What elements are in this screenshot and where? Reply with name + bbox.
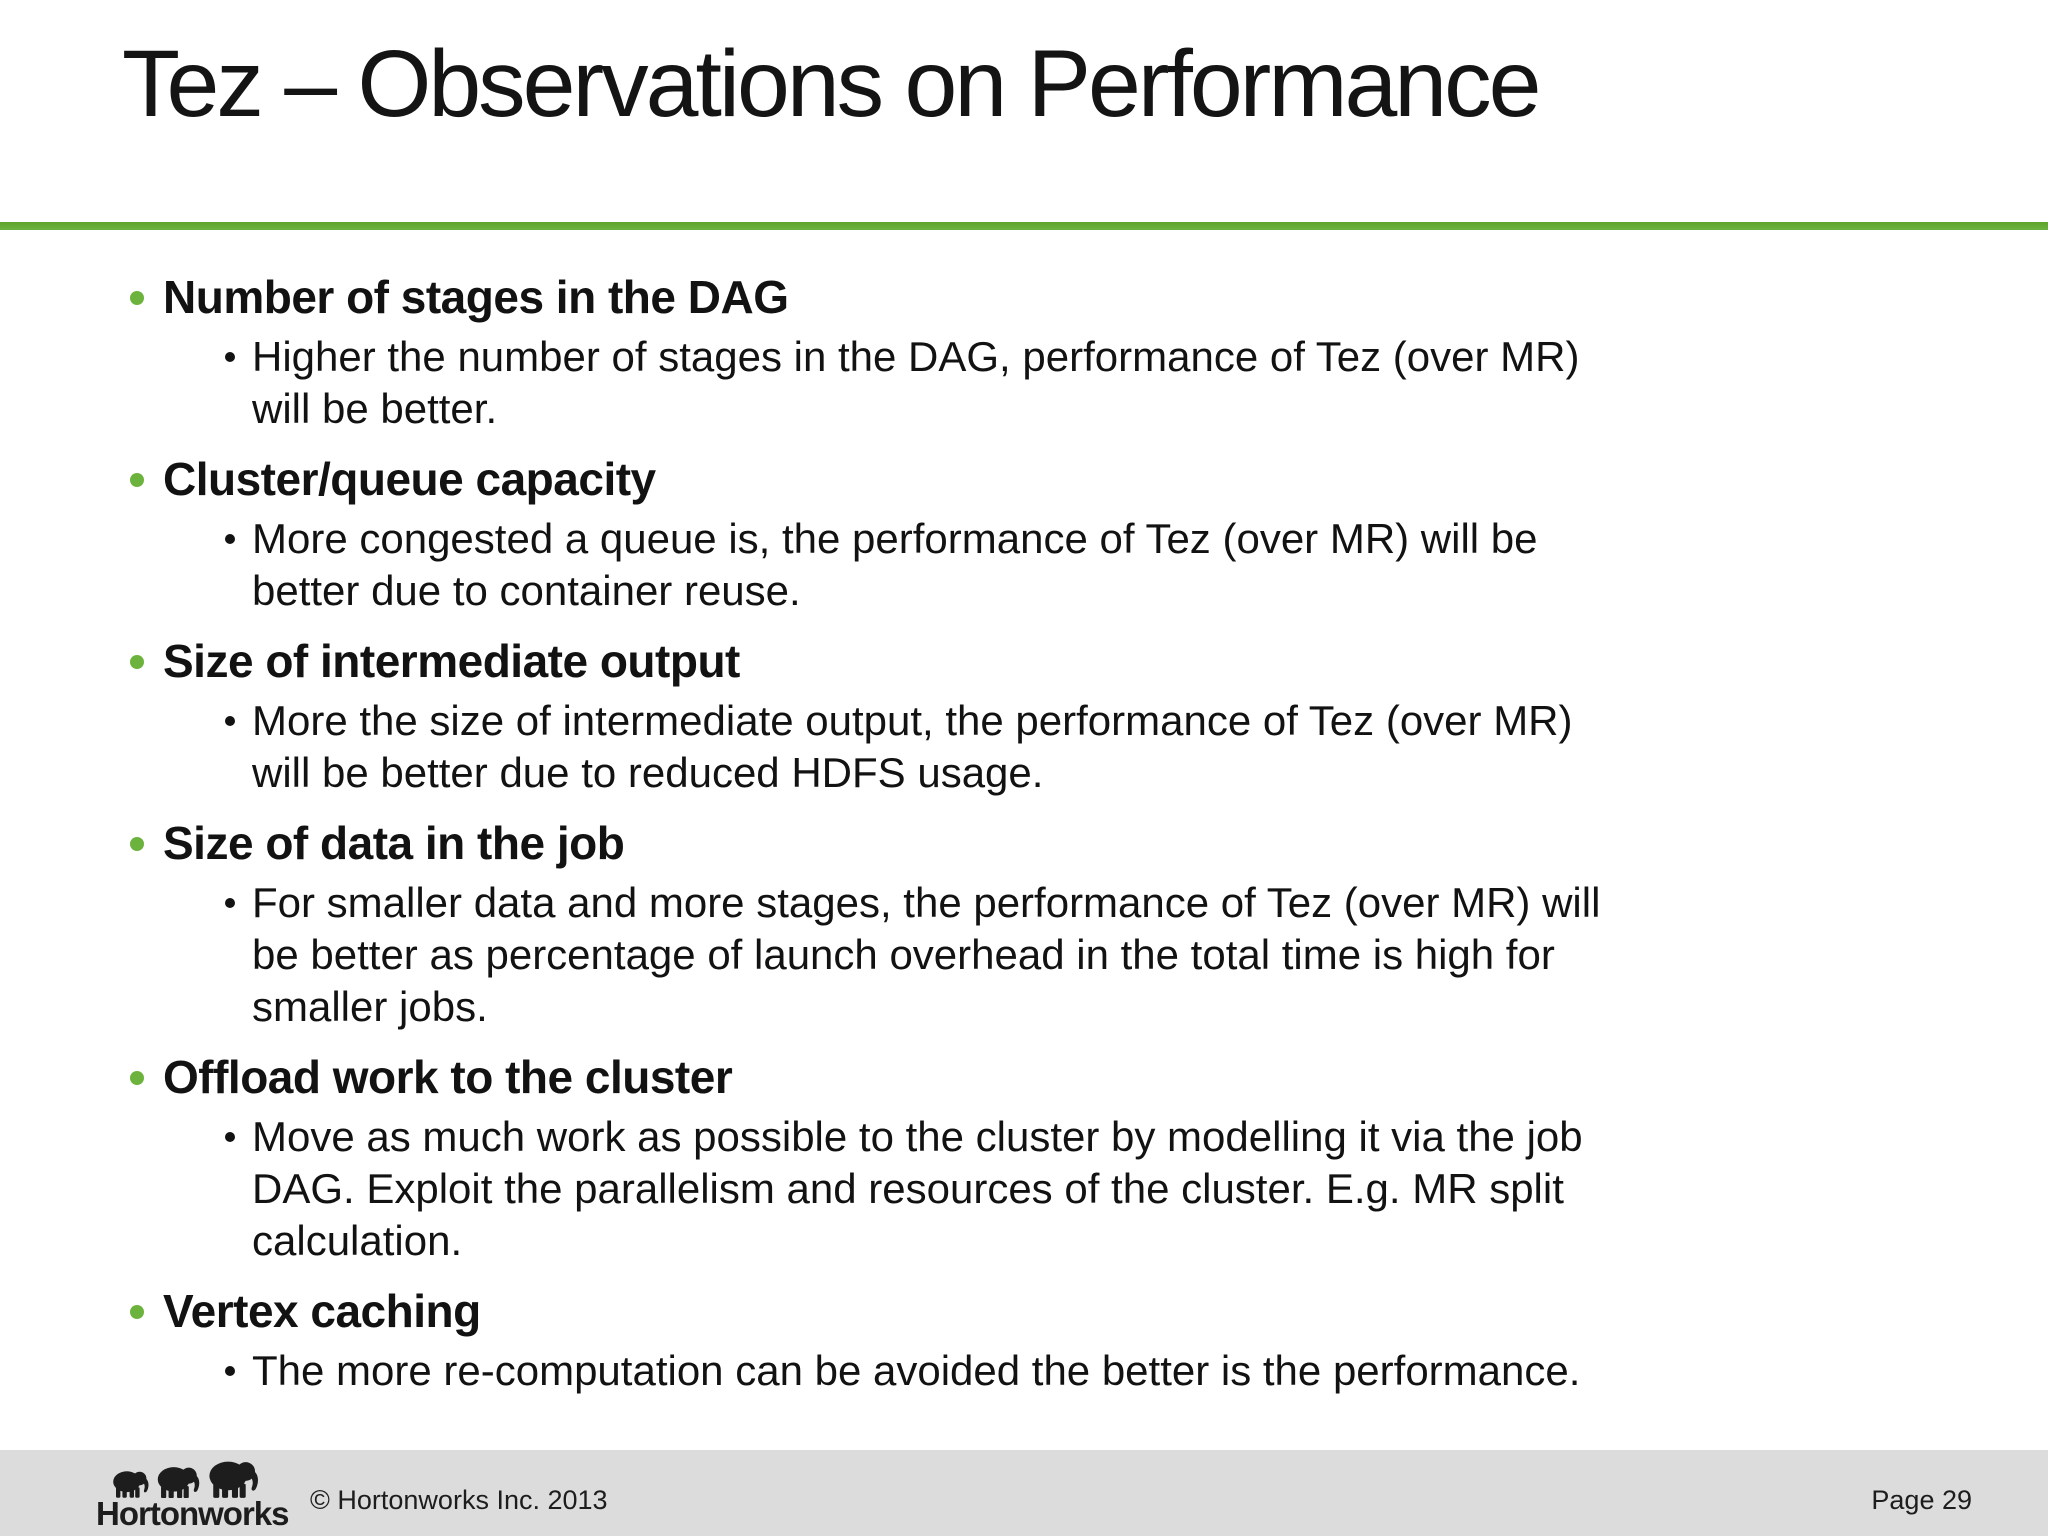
bullet-item: Size of intermediate output [0,632,1988,690]
bullet-label: Size of data in the job [163,817,625,869]
sub-bullet-line: calculation. [252,1217,463,1264]
hortonworks-logo-text: Hortonworks [96,1495,290,1532]
sub-bullet-line: For smaller data and more stages, the pe… [252,879,1601,926]
bullet-label: Number of stages in the DAG [163,271,789,323]
sub-bullet: For smaller data and more stages, the pe… [0,877,1988,1033]
bullet-item: Vertex caching [0,1282,1988,1340]
sub-bullet-line: better due to container reuse. [252,567,801,614]
sub-bullet-icon [225,716,235,726]
sub-bullet: The more re-computation can be avoided t… [0,1345,1988,1397]
sub-bullet-line: will be better. [252,385,498,432]
bullet-label: Cluster/queue capacity [163,453,656,505]
bullet-item: Cluster/queue capacity [0,450,1988,508]
hortonworks-elephants-icon [113,1461,258,1498]
green-bullet-icon [130,1071,144,1085]
footer-bar: Hortonworks © Hortonworks Inc. 2013 Page… [0,1450,2048,1536]
sub-bullet-icon [225,1132,235,1142]
green-bullet-icon [130,473,144,487]
copyright-text: © Hortonworks Inc. 2013 [310,1485,608,1515]
sub-bullet: More the size of intermediate output, th… [0,695,1988,799]
sub-bullet-icon [225,898,235,908]
bullet-label: Vertex caching [163,1285,481,1337]
bullet-item: Number of stages in the DAG [0,268,1988,326]
bullet-item: Size of data in the job [0,814,1988,872]
sub-bullet-icon [225,534,235,544]
slide-title: Tez – Observations on Performance [122,31,1541,137]
hortonworks-logo: Hortonworks [96,1452,290,1532]
sub-bullet-line: More congested a queue is, the performan… [252,515,1538,562]
sub-bullet-line: Move as much work as possible to the clu… [252,1113,1583,1160]
sub-bullet-line: DAG. Exploit the parallelism and resourc… [252,1165,1564,1212]
sub-bullet: Move as much work as possible to the clu… [0,1111,1988,1267]
sub-bullet-line: The more re-computation can be avoided t… [252,1347,1581,1394]
sub-bullet-line: be better as percentage of launch overhe… [252,931,1555,978]
bullet-item: Offload work to the cluster [0,1048,1988,1106]
sub-bullet-line: Higher the number of stages in the DAG, … [252,333,1580,380]
sub-bullet-line: smaller jobs. [252,983,488,1030]
sub-bullet-icon [225,352,235,362]
green-bullet-icon [130,1305,144,1319]
green-bullet-icon [130,837,144,851]
green-bullet-icon [130,291,144,305]
sub-bullet-icon [225,1366,235,1376]
bullet-list: Number of stages in the DAG Higher the n… [0,268,1988,1412]
bullet-label: Size of intermediate output [163,635,740,687]
page-number: Page 29 [1871,1485,1972,1515]
sub-bullet-line: More the size of intermediate output, th… [252,697,1573,744]
bullet-label: Offload work to the cluster [163,1051,733,1103]
sub-bullet-line: will be better due to reduced HDFS usage… [252,749,1044,796]
title-divider-line [0,222,2048,230]
sub-bullet: More congested a queue is, the performan… [0,513,1988,617]
sub-bullet: Higher the number of stages in the DAG, … [0,331,1988,435]
green-bullet-icon [130,655,144,669]
